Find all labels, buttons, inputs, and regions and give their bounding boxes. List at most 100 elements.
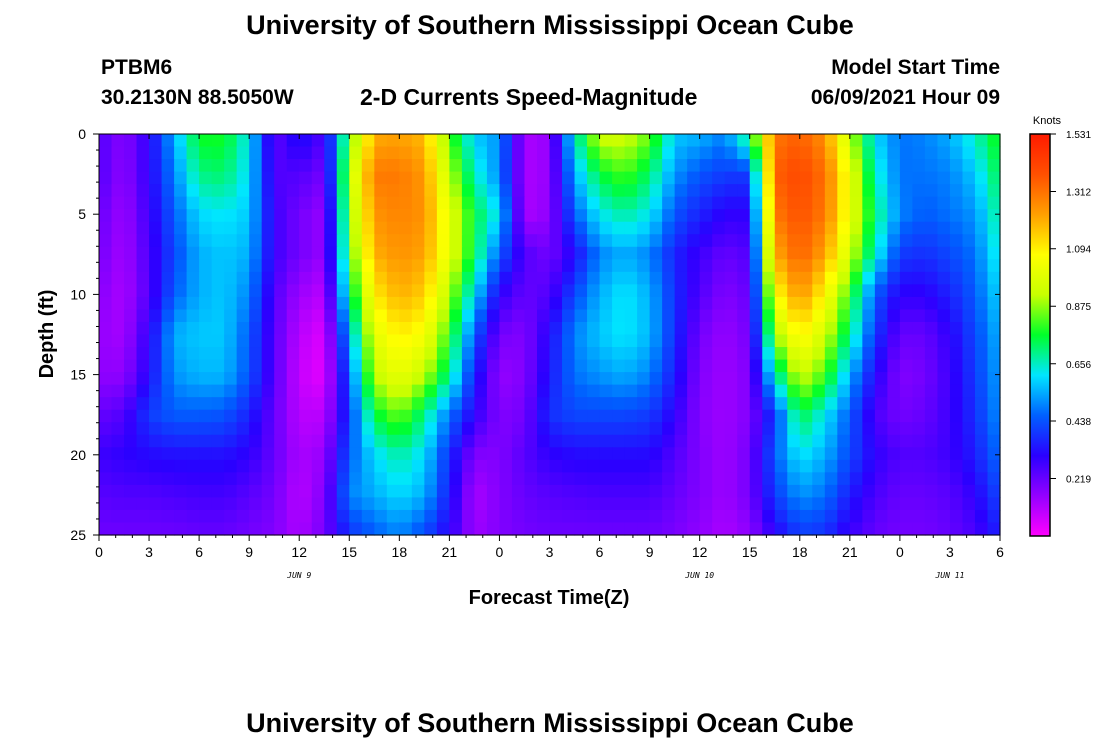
heatmap-cell <box>574 159 588 173</box>
heatmap-cell <box>124 209 138 223</box>
heatmap-cell <box>486 447 501 461</box>
heatmap-cell <box>249 234 263 248</box>
heatmap-cell <box>274 146 288 160</box>
y-tick-label: 20 <box>70 447 86 463</box>
heatmap-cell <box>336 397 350 411</box>
heatmap-cell <box>149 359 163 373</box>
heatmap-cell <box>549 234 563 248</box>
heatmap-cell <box>849 234 863 248</box>
heatmap-cell <box>887 384 901 398</box>
heatmap-cell <box>874 372 888 386</box>
heatmap-cell <box>499 134 513 148</box>
heatmap-cell <box>386 484 400 499</box>
heatmap-cell <box>649 296 663 311</box>
heatmap-cell <box>974 497 989 511</box>
heatmap-cell <box>837 459 851 473</box>
heatmap-cell <box>511 284 526 298</box>
heatmap-cell <box>136 221 150 235</box>
heatmap-cell <box>174 384 188 398</box>
heatmap-cell <box>299 159 313 173</box>
heatmap-cell <box>449 347 463 361</box>
heatmap-cell <box>411 459 425 473</box>
heatmap-cell <box>399 209 413 223</box>
heatmap-cell <box>461 447 476 461</box>
heatmap-cell <box>224 184 238 198</box>
heatmap-cell <box>587 409 601 423</box>
heatmap-cell <box>461 484 476 499</box>
heatmap-cell <box>762 522 776 536</box>
heatmap-cell <box>562 321 576 336</box>
heatmap-cell <box>161 522 175 536</box>
heatmap-cell <box>787 497 801 511</box>
heatmap-cell <box>174 347 188 361</box>
heatmap-cell <box>712 321 726 336</box>
heatmap-cell <box>374 221 388 235</box>
heatmap-cell <box>461 259 476 273</box>
heatmap-cell <box>474 234 488 248</box>
heatmap-cell <box>99 271 113 285</box>
heatmap-cell <box>386 509 400 524</box>
heatmap-cell <box>336 384 350 398</box>
heatmap-cell <box>724 234 738 248</box>
heatmap-cell <box>762 159 776 173</box>
heatmap-cell <box>949 422 964 436</box>
heatmap-cell <box>199 296 213 311</box>
heatmap-cell <box>949 184 964 198</box>
heatmap-cell <box>787 522 801 536</box>
heatmap-cell <box>486 171 501 185</box>
heatmap-cell <box>461 334 476 348</box>
heatmap-cell <box>574 171 588 185</box>
heatmap-cell <box>99 434 113 448</box>
heatmap-cell <box>274 134 288 148</box>
heatmap-cell <box>136 397 150 411</box>
heatmap-cell <box>649 347 663 361</box>
heatmap-cell <box>687 159 701 173</box>
heatmap-cell <box>249 159 263 173</box>
heatmap-cell <box>186 209 200 223</box>
heatmap-cell <box>349 509 363 524</box>
heatmap-cell <box>874 509 888 524</box>
heatmap-cell <box>499 146 513 160</box>
heatmap-cell <box>299 184 313 198</box>
heatmap-cell <box>399 422 413 436</box>
heatmap-cell <box>449 334 463 348</box>
heatmap-cell <box>124 422 138 436</box>
heatmap-cell <box>386 184 400 198</box>
heatmap-cell <box>474 434 488 448</box>
heatmap-cell <box>824 447 838 461</box>
heatmap-cell <box>599 434 613 448</box>
heatmap-cell <box>612 284 626 298</box>
heatmap-cell <box>799 259 813 273</box>
heatmap-cell <box>424 209 438 223</box>
heatmap-cell <box>224 209 238 223</box>
heatmap-cell <box>536 409 551 423</box>
heatmap-cell <box>699 184 713 198</box>
heatmap-cell <box>549 196 563 210</box>
heatmap-cell <box>799 372 813 386</box>
heatmap-cell <box>662 409 676 423</box>
heatmap-cell <box>461 472 476 486</box>
heatmap-cell <box>699 409 713 423</box>
heatmap-cell <box>949 234 964 248</box>
heatmap-cell <box>274 309 288 323</box>
heatmap-cell <box>499 296 513 311</box>
heatmap-cell <box>549 384 563 398</box>
heatmap-cell <box>111 359 125 373</box>
heatmap-cell <box>724 334 738 348</box>
heatmap-cell <box>699 384 713 398</box>
heatmap-cell <box>174 422 188 436</box>
heatmap-cell <box>949 221 964 235</box>
heatmap-cell <box>399 309 413 323</box>
heatmap-cell <box>474 146 488 160</box>
heatmap-cell <box>874 422 888 436</box>
heatmap-cell <box>424 246 438 260</box>
heatmap-cell <box>224 497 238 511</box>
heatmap-cell <box>361 372 375 386</box>
heatmap-cell <box>536 434 551 448</box>
heatmap-cell <box>899 171 913 185</box>
heatmap-cell <box>536 321 551 336</box>
heatmap-cell <box>837 334 851 348</box>
heatmap-cell <box>161 284 175 298</box>
heatmap-cell <box>136 146 150 160</box>
heatmap-cell <box>111 209 125 223</box>
